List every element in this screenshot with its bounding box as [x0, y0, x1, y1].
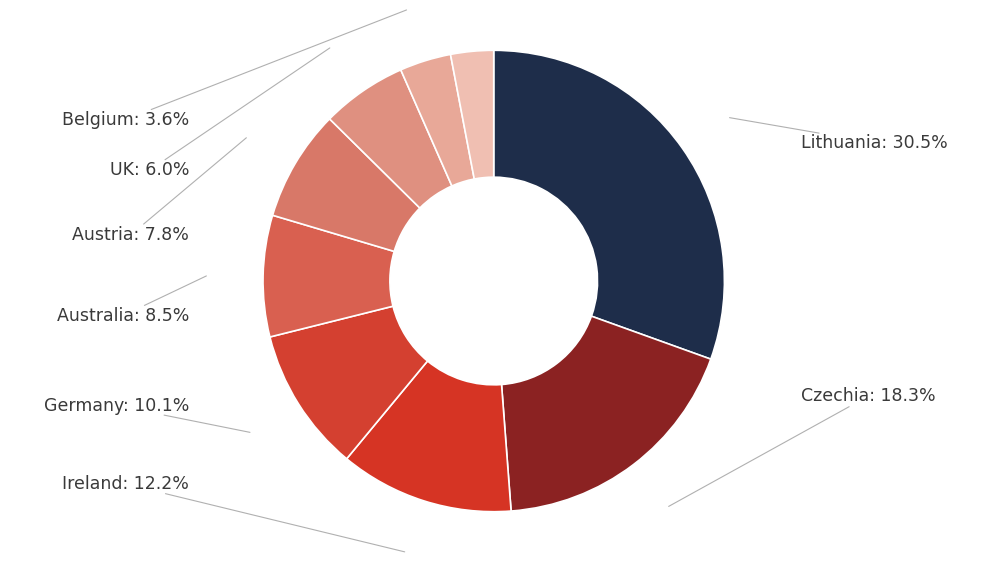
Wedge shape: [273, 119, 420, 251]
Wedge shape: [502, 316, 711, 511]
Text: Austria: 7.8%: Austria: 7.8%: [72, 138, 246, 244]
Wedge shape: [330, 70, 452, 208]
Text: Ireland: 12.2%: Ireland: 12.2%: [62, 475, 405, 552]
Wedge shape: [401, 55, 474, 186]
Wedge shape: [263, 215, 394, 337]
Text: Australia: 8.5%: Australia: 8.5%: [57, 276, 206, 325]
Text: Czechia: 18.3%: Czechia: 18.3%: [669, 387, 935, 506]
Wedge shape: [450, 51, 494, 179]
Text: Belgium: 3.6%: Belgium: 3.6%: [62, 10, 407, 129]
Wedge shape: [347, 361, 511, 511]
Text: UK: 6.0%: UK: 6.0%: [110, 48, 330, 179]
Text: Lithuania: 30.5%: Lithuania: 30.5%: [730, 117, 947, 152]
Text: Germany: 10.1%: Germany: 10.1%: [44, 397, 250, 432]
Wedge shape: [270, 306, 428, 459]
Text: The Netherlands: 3.0%: The Netherlands: 3.0%: [0, 561, 1, 562]
Wedge shape: [494, 51, 724, 359]
